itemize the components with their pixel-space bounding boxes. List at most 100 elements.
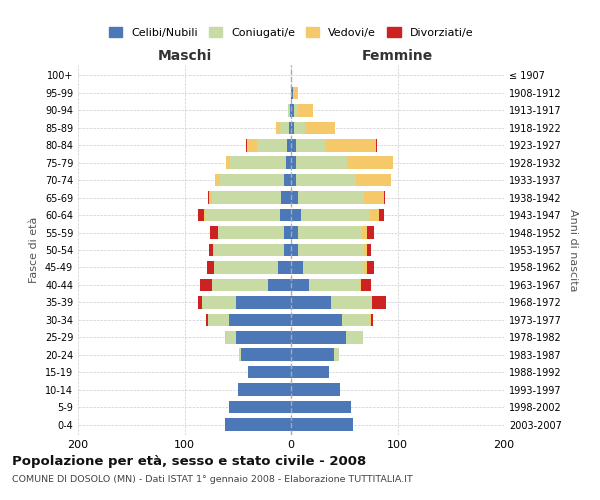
Bar: [291, 209, 301, 222]
Y-axis label: Anni di nascita: Anni di nascita: [568, 209, 578, 291]
Bar: [362, 226, 367, 239]
Bar: [291, 104, 294, 117]
Bar: [239, 348, 241, 361]
Bar: [296, 156, 347, 169]
Bar: [291, 418, 353, 431]
Y-axis label: Fasce di età: Fasce di età: [29, 217, 39, 283]
Bar: [257, 139, 287, 151]
Bar: [203, 209, 206, 222]
Bar: [371, 314, 373, 326]
Bar: [342, 314, 370, 326]
Bar: [212, 192, 281, 204]
Bar: [291, 296, 331, 308]
Bar: [291, 366, 329, 378]
Bar: [209, 192, 212, 204]
Bar: [367, 226, 374, 239]
Bar: [294, 122, 305, 134]
Bar: [291, 314, 342, 326]
Bar: [364, 261, 367, 274]
Bar: [209, 244, 213, 256]
Bar: [356, 174, 391, 186]
Bar: [276, 122, 280, 134]
Bar: [291, 226, 298, 239]
Bar: [287, 139, 291, 151]
Bar: [361, 278, 371, 291]
Bar: [291, 401, 350, 413]
Bar: [291, 139, 296, 151]
Bar: [291, 244, 298, 256]
Bar: [281, 192, 291, 204]
Bar: [229, 314, 291, 326]
Bar: [376, 139, 377, 151]
Bar: [291, 174, 296, 186]
Bar: [226, 331, 236, 344]
Bar: [214, 244, 284, 256]
Bar: [291, 86, 293, 99]
Text: Maschi: Maschi: [157, 50, 212, 64]
Bar: [291, 331, 346, 344]
Bar: [225, 418, 291, 431]
Bar: [284, 174, 291, 186]
Bar: [215, 174, 220, 186]
Bar: [364, 192, 383, 204]
Bar: [246, 139, 247, 151]
Bar: [199, 209, 203, 222]
Bar: [206, 314, 208, 326]
Bar: [202, 296, 236, 308]
Bar: [236, 296, 291, 308]
Bar: [301, 209, 370, 222]
Bar: [238, 384, 291, 396]
Bar: [296, 139, 325, 151]
Bar: [303, 261, 364, 274]
Bar: [291, 384, 340, 396]
Bar: [229, 401, 291, 413]
Bar: [291, 122, 294, 134]
Bar: [367, 244, 371, 256]
Bar: [370, 314, 371, 326]
Bar: [280, 122, 289, 134]
Bar: [288, 104, 290, 117]
Bar: [236, 331, 291, 344]
Bar: [291, 192, 298, 204]
Bar: [247, 139, 257, 151]
Bar: [293, 86, 298, 99]
Bar: [214, 261, 278, 274]
Legend: Celibi/Nubili, Coniugati/e, Vedovi/e, Divorziati/e: Celibi/Nubili, Coniugati/e, Vedovi/e, Di…: [104, 22, 478, 42]
Bar: [298, 244, 364, 256]
Bar: [305, 122, 335, 134]
Bar: [334, 348, 339, 361]
Bar: [284, 226, 291, 239]
Bar: [213, 244, 214, 256]
Bar: [372, 296, 386, 308]
Bar: [291, 156, 296, 169]
Bar: [207, 261, 214, 274]
Bar: [298, 104, 313, 117]
Text: Popolazione per età, sesso e stato civile - 2008: Popolazione per età, sesso e stato civil…: [12, 455, 366, 468]
Bar: [230, 156, 286, 169]
Bar: [280, 209, 291, 222]
Bar: [199, 296, 202, 308]
Bar: [291, 348, 334, 361]
Bar: [210, 226, 218, 239]
Bar: [331, 296, 372, 308]
Bar: [200, 278, 212, 291]
Bar: [370, 209, 379, 222]
Bar: [367, 261, 374, 274]
Bar: [220, 174, 284, 186]
Bar: [208, 192, 209, 204]
Bar: [383, 192, 385, 204]
Bar: [289, 122, 291, 134]
Bar: [248, 366, 291, 378]
Text: Femmine: Femmine: [362, 50, 433, 64]
Bar: [379, 209, 383, 222]
Bar: [218, 226, 284, 239]
Bar: [284, 244, 291, 256]
Bar: [296, 174, 356, 186]
Bar: [309, 278, 360, 291]
Bar: [290, 104, 291, 117]
Bar: [212, 278, 268, 291]
Bar: [294, 104, 298, 117]
Bar: [241, 348, 291, 361]
Bar: [360, 278, 361, 291]
Bar: [225, 331, 226, 344]
